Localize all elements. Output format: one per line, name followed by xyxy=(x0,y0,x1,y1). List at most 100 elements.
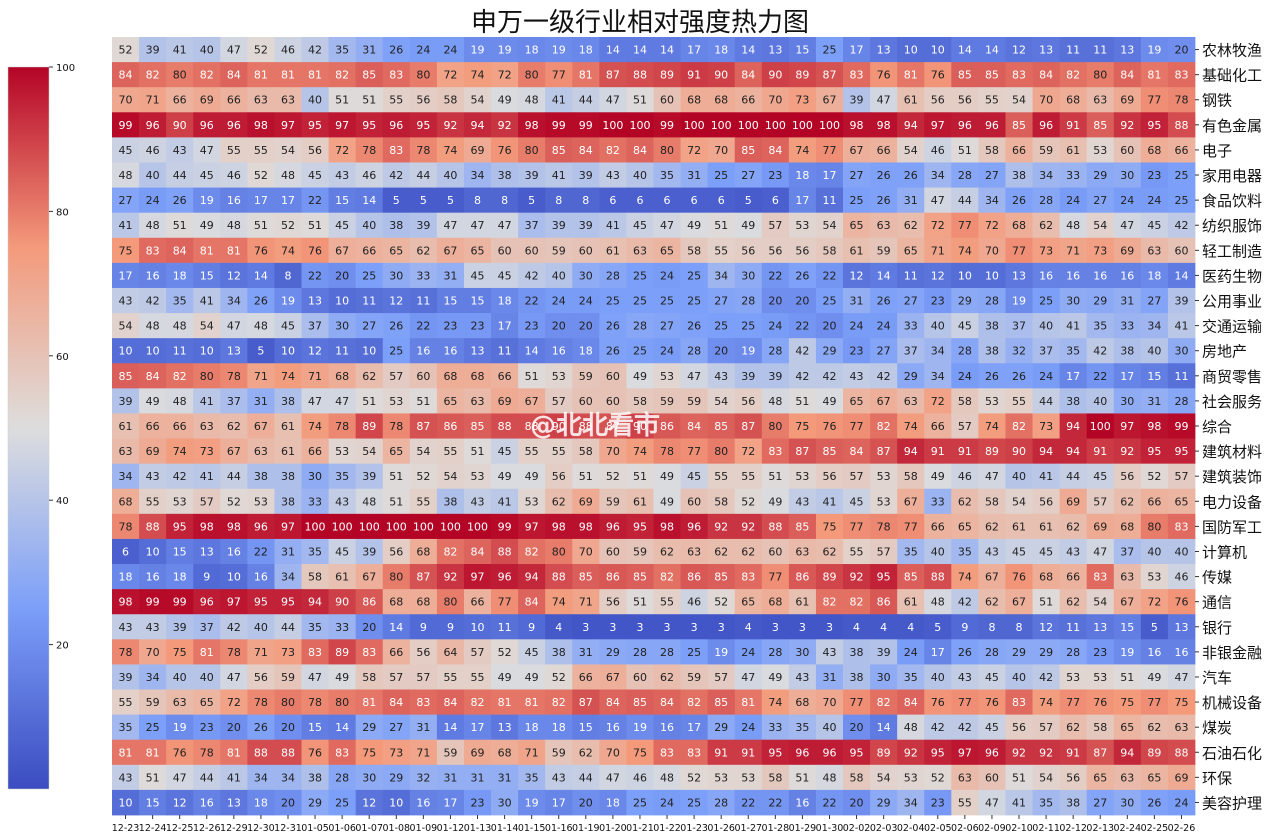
cell-value-label: 57 xyxy=(877,545,891,558)
heatmap-cell xyxy=(761,287,790,314)
heatmap-cell xyxy=(220,112,248,138)
heatmap-cell xyxy=(436,714,465,741)
cell-value-label: 37 xyxy=(1039,345,1053,358)
cell-value-label: 84 xyxy=(904,696,918,709)
heatmap-cell xyxy=(761,112,790,138)
heatmap-cell xyxy=(680,187,709,214)
cell-value-label: 46 xyxy=(958,470,972,483)
cell-value-label: 15 xyxy=(1147,370,1161,383)
cell-value-label: 47 xyxy=(1093,545,1107,558)
cell-value-label: 16 xyxy=(552,345,566,358)
heatmap-cell xyxy=(951,287,979,314)
cell-value-label: 72 xyxy=(741,445,755,458)
heatmap-cell xyxy=(518,162,546,188)
cell-value-label: 38 xyxy=(281,495,295,508)
heatmap-cell xyxy=(545,37,573,63)
heatmap-cell xyxy=(220,413,248,439)
heatmap-cell xyxy=(761,714,790,741)
cell-value-label: 85 xyxy=(1012,119,1026,132)
heatmap-cell xyxy=(274,413,302,439)
heatmap-cell xyxy=(274,162,302,188)
cell-value-label: 19 xyxy=(1012,295,1026,308)
cell-value-label: 31 xyxy=(362,44,376,57)
heatmap-cell xyxy=(951,137,979,163)
cell-value-label: 65 xyxy=(471,244,485,257)
cell-value-label: 65 xyxy=(850,219,864,232)
heatmap-cell xyxy=(328,313,357,339)
cell-value-label: 43 xyxy=(795,495,809,508)
heatmap-cell xyxy=(1032,338,1061,364)
cell-value-label: 60 xyxy=(579,395,593,408)
heatmap-cell xyxy=(301,589,329,615)
cell-value-label: 48 xyxy=(146,320,160,333)
cell-value-label: 62 xyxy=(1039,219,1053,232)
heatmap-cell xyxy=(247,187,275,214)
heatmap-cell xyxy=(1113,488,1142,515)
cell-value-label: 42 xyxy=(958,596,972,609)
heatmap-cell xyxy=(761,162,790,188)
cell-value-label: 70 xyxy=(714,144,728,157)
cell-value-label: 100 xyxy=(359,520,380,533)
heatmap-cell xyxy=(978,614,1006,640)
heatmap-cell xyxy=(220,363,248,389)
heatmap-cell xyxy=(897,513,925,540)
cell-value-label: 25 xyxy=(146,721,160,734)
cell-value-label: 62 xyxy=(579,746,593,759)
cell-value-label: 76 xyxy=(1093,696,1107,709)
heatmap-cell xyxy=(653,639,681,665)
heatmap-cell xyxy=(653,714,681,741)
heatmap-cell xyxy=(761,363,790,389)
cell-value-label: 85 xyxy=(471,420,485,433)
cell-value-label: 89 xyxy=(362,420,376,433)
cell-value-label: 73 xyxy=(281,646,295,659)
heatmap-cell xyxy=(1059,262,1088,289)
cell-value-label: 35 xyxy=(525,771,539,784)
cell-value-label: 15 xyxy=(146,796,160,809)
heatmap-cell xyxy=(518,488,546,515)
heatmap-cell xyxy=(897,363,925,389)
heatmap-cell xyxy=(112,714,140,741)
cell-value-label: 76 xyxy=(822,420,836,433)
cell-value-label: 46 xyxy=(931,144,945,157)
heatmap-cell xyxy=(1167,287,1196,314)
cell-value-label: 56 xyxy=(931,94,945,107)
cell-value-label: 47 xyxy=(931,194,945,207)
cell-value-label: 52 xyxy=(227,495,241,508)
cell-value-label: 53 xyxy=(877,495,891,508)
cell-value-label: 62 xyxy=(741,545,755,558)
heatmap-cell xyxy=(599,764,627,791)
heatmap-cell xyxy=(409,639,438,665)
heatmap-cell xyxy=(951,689,979,716)
heatmap-cell xyxy=(815,313,844,339)
heatmap-cell xyxy=(382,689,411,716)
heatmap-cell xyxy=(139,438,167,465)
heatmap-cell xyxy=(897,262,925,289)
cell-value-label: 51 xyxy=(795,395,809,408)
heatmap-cell xyxy=(870,689,898,716)
heatmap-cell xyxy=(112,338,140,364)
cell-value-label: 98 xyxy=(227,520,241,533)
heatmap-cell xyxy=(788,87,817,113)
y-tick-label: 轻工制造 xyxy=(1202,242,1262,260)
cell-value-label: 68 xyxy=(416,596,430,609)
heatmap-cell xyxy=(274,488,302,515)
heatmap-cell xyxy=(355,564,384,590)
cell-value-label: 62 xyxy=(822,545,836,558)
heatmap-cell xyxy=(572,664,600,690)
heatmap-cell xyxy=(572,564,600,590)
cell-value-label: 97 xyxy=(525,520,539,533)
cell-value-label: 13 xyxy=(471,345,485,358)
x-tick-label: 01-06 xyxy=(328,823,356,834)
heatmap-cell xyxy=(978,438,1006,465)
cell-value-label: 47 xyxy=(985,796,999,809)
cell-value-label: 39 xyxy=(525,169,539,182)
heatmap-cell xyxy=(1032,789,1061,816)
cell-value-label: 91 xyxy=(741,746,755,759)
cell-value-label: 63 xyxy=(281,94,295,107)
cell-value-label: 31 xyxy=(904,194,918,207)
heatmap-cell xyxy=(572,538,600,565)
cell-value-label: 48 xyxy=(362,495,376,508)
cell-value-label: 25 xyxy=(822,44,836,57)
heatmap-cell xyxy=(1086,87,1115,113)
cell-value-label: 42 xyxy=(795,345,809,358)
